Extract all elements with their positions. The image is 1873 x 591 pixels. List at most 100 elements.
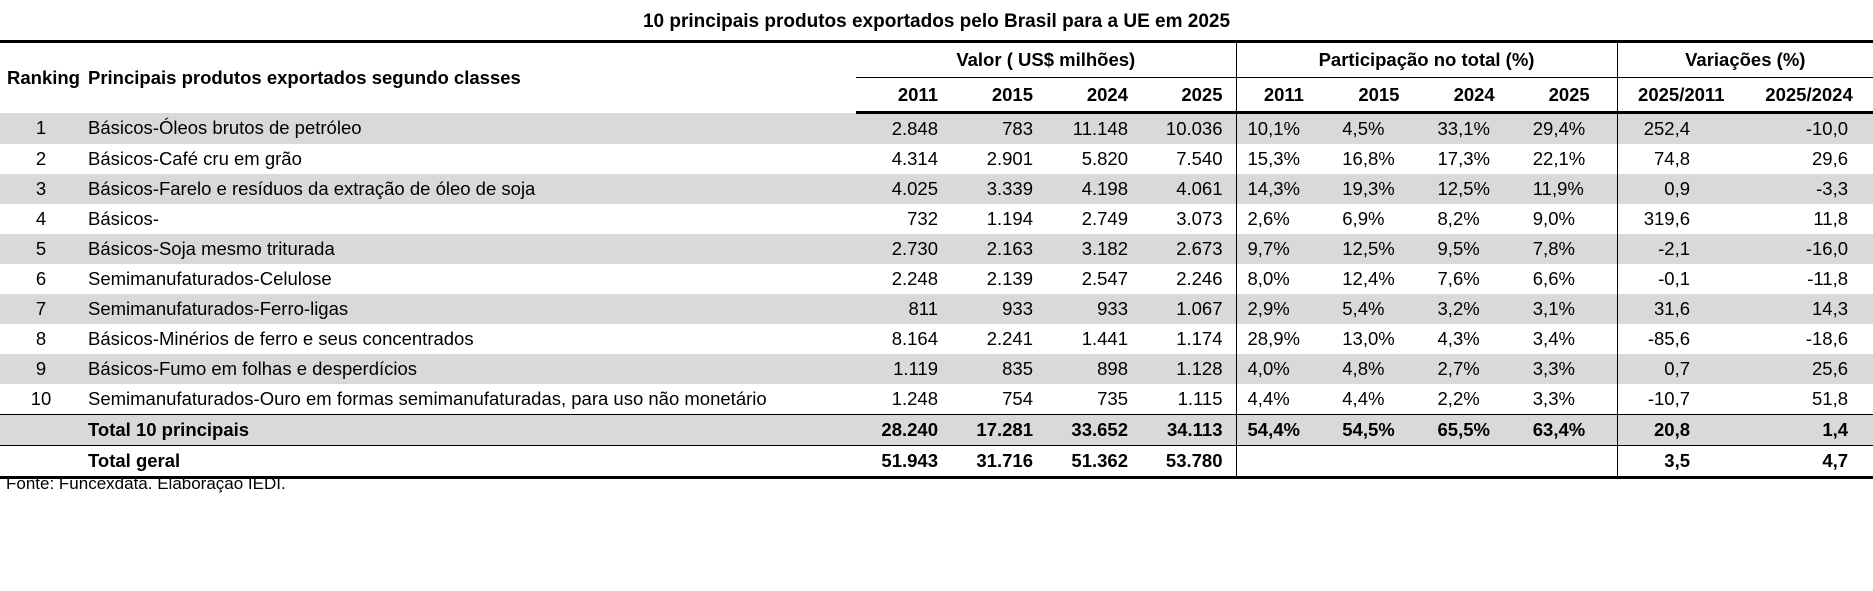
participacao-cell: 12,4% <box>1342 268 1395 289</box>
variacao-cell: 20,8 <box>1616 414 1746 446</box>
participacao-cell: 13,0% <box>1342 328 1395 349</box>
header-participacao-year: 2011 <box>1235 77 1332 114</box>
total-top10-row: Total 10 principais 28.240 17.281 33.652 34.… <box>0 414 1873 446</box>
rank-cell <box>0 414 82 446</box>
rank-cell: 7 <box>0 294 82 324</box>
rank-cell: 10 <box>30 388 52 409</box>
header-participacao-year: 2015 <box>1331 77 1427 114</box>
header-group-variacoes: Variações (%) <box>1616 40 1873 78</box>
valor-cell: 811 <box>856 294 951 324</box>
valor-cell: 51.362 <box>1046 445 1141 479</box>
product-cell: Básicos-Fumo em folhas e desperdícios <box>82 354 856 384</box>
header-years-row: 2011 2015 2024 2025 2011 2015 2024 2025 … <box>0 77 1873 114</box>
participacao-cell: 4,0% <box>1235 354 1332 384</box>
participacao-cell: 4,8% <box>1331 354 1427 384</box>
header-group-participacao: Participação no total (%) <box>1235 40 1618 78</box>
variacao-cell: -11,8 <box>1807 268 1849 289</box>
variacao-cell: 31,6 <box>1616 294 1746 324</box>
valor-cell: 4.061 <box>1141 174 1237 204</box>
valor-cell: 1.115 <box>1177 388 1223 409</box>
participacao-cell: 19,3% <box>1331 174 1427 204</box>
participacao-cell: 3,4% <box>1532 328 1575 349</box>
rank-cell: 3 <box>0 174 82 204</box>
variacao-cell: 25,6 <box>1745 354 1873 384</box>
rank-cell: 5 <box>0 234 82 264</box>
header-product: Principais produtos exportados segundo c… <box>82 40 856 113</box>
participacao-cell: 54,5% <box>1331 414 1427 446</box>
participacao-cell: 22,1% <box>1532 148 1586 169</box>
valor-cell: 1.174 <box>1176 328 1223 349</box>
valor-cell: 898 <box>1046 354 1141 384</box>
variacao-cell: -85,6 <box>1616 324 1746 354</box>
product-cell: Semimanufaturados-Ouro em formas semiman… <box>88 388 767 409</box>
variacao-cell: -10,7 <box>1616 384 1746 415</box>
participacao-cell: 65,5% <box>1426 414 1522 446</box>
valor-cell: 8.164 <box>891 328 938 349</box>
valor-cell: 835 <box>951 354 1046 384</box>
table-row: 7 Semimanufaturados-Ferro-ligas 811 933 933 1… <box>0 294 1873 324</box>
table-row: 6 Semimanufaturados-Celulose 2.248 2.139 2.5… <box>0 264 1873 294</box>
product-cell: Básicos-Farelo e resíduos da extração de… <box>82 174 856 204</box>
valor-cell: 5.820 <box>1081 148 1128 169</box>
table-row: 3 Básicos-Farelo e resíduos da extração d… <box>0 174 1873 204</box>
product-cell: Semimanufaturados-Ferro-ligas <box>82 294 856 324</box>
variacao-cell: -18,6 <box>1805 328 1849 349</box>
variacao-cell: -2,1 <box>1616 234 1746 264</box>
rank-cell: 6 <box>35 268 47 289</box>
variacao-cell: 4,7 <box>1745 445 1873 479</box>
participacao-cell: 8,2% <box>1437 208 1480 229</box>
header-group-row: Ranking Principais produtos exportados s… <box>0 40 1873 113</box>
product-cell: Básicos-Minérios de ferro e seus concent… <box>88 328 474 349</box>
valor-cell: 735 <box>1097 388 1128 409</box>
valor-cell: 28.240 <box>856 414 951 446</box>
table-row: 9 Básicos-Fumo em folhas e desperdícios 1.… <box>0 354 1873 384</box>
participacao-cell: 4,4% <box>1342 388 1385 409</box>
valor-cell: 2.547 <box>1081 268 1128 289</box>
valor-cell: 1.194 <box>986 208 1033 229</box>
valor-cell: 754 <box>1002 388 1033 409</box>
product-cell: Semimanufaturados-Celulose <box>88 268 332 289</box>
variacao-cell: 51,8 <box>1812 388 1849 409</box>
valor-cell: 1.067 <box>1141 294 1237 324</box>
participacao-cell: 2,2% <box>1437 388 1480 409</box>
product-cell: Total 10 principais <box>82 414 856 446</box>
variacao-cell: 3,5 <box>1616 445 1746 479</box>
table-row: 2 Básicos-Café cru em grão 4.314 2.901 5.820… <box>0 144 1873 174</box>
participacao-cell: 15,3% <box>1235 144 1332 174</box>
participacao-cell: 9,7% <box>1235 234 1332 264</box>
header-group-valor: Valor ( US$ milhões) <box>856 40 1237 78</box>
table-row: 8 Básicos-Minérios de ferro e seus concen… <box>0 324 1873 354</box>
table-row: 10 Semimanufaturados-Ouro em formas semim… <box>0 384 1873 415</box>
valor-cell: 1.248 <box>891 388 938 409</box>
exports-table: Ranking Principais produtos exportados s… <box>0 40 1873 479</box>
valor-cell: 783 <box>951 112 1046 144</box>
valor-cell: 2.248 <box>891 268 938 289</box>
rank-cell <box>0 445 82 479</box>
participacao-cell: 3,2% <box>1426 294 1522 324</box>
valor-cell: 4.025 <box>856 174 951 204</box>
participacao-cell: 4,5% <box>1331 112 1427 144</box>
variacao-cell: 14,3 <box>1745 294 1873 324</box>
variacao-cell: 11,8 <box>1813 208 1849 229</box>
valor-cell: 17.281 <box>951 414 1046 446</box>
header-ranking: Ranking <box>0 40 82 113</box>
participacao-cell: 11,9% <box>1521 174 1618 204</box>
table-row: 1 Básicos-Óleos brutos de petróleo 2.848 78… <box>0 112 1873 144</box>
participacao-cell: 9,0% <box>1532 208 1575 229</box>
header-variacao-period: 2025/2024 <box>1745 77 1873 114</box>
valor-cell: 2.139 <box>986 268 1033 289</box>
total-geral-row: Total geral 51.943 31.716 51.362 53.780 3,5 4,… <box>0 445 1873 479</box>
valor-cell: 2.163 <box>951 234 1046 264</box>
variacao-cell: 0,7 <box>1616 354 1746 384</box>
valor-cell: 1.119 <box>856 354 951 384</box>
variacao-cell: -16,0 <box>1745 234 1873 264</box>
valor-cell: 1.128 <box>1141 354 1237 384</box>
variacao-cell: 1,4 <box>1745 414 1873 446</box>
valor-cell: 3.339 <box>951 174 1046 204</box>
rank-cell: 8 <box>35 328 47 349</box>
participacao-cell: 9,5% <box>1426 234 1522 264</box>
valor-cell: 3.073 <box>1176 208 1223 229</box>
participacao-cell: 2,7% <box>1426 354 1522 384</box>
participacao-cell: 12,5% <box>1331 234 1427 264</box>
header-variacao-period: 2025/2011 <box>1616 77 1746 114</box>
